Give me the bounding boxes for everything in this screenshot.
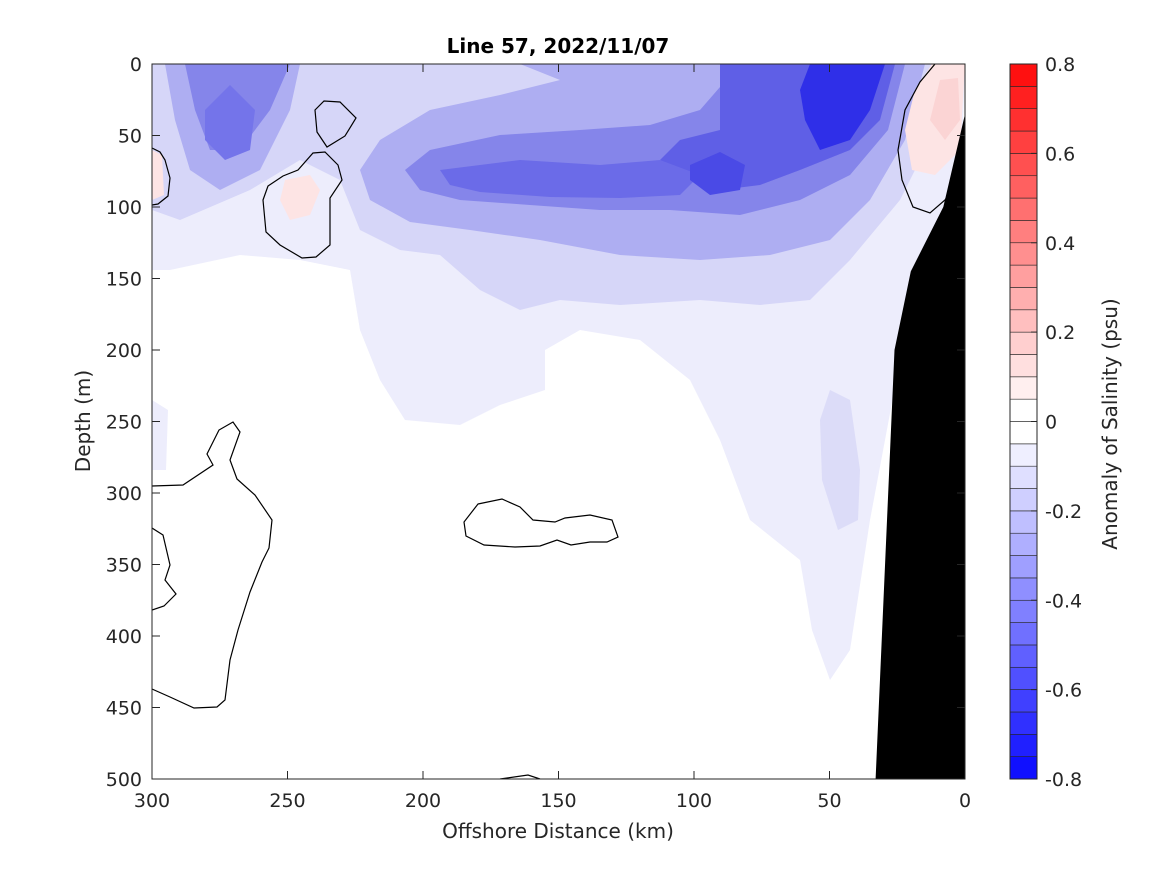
- colorbar-band: [1009, 354, 1038, 378]
- y-tick-label: 100: [106, 197, 142, 219]
- contour-band-weak-fresh-edge: [152, 400, 168, 470]
- zero-contour-line: [499, 774, 541, 779]
- y-axis-label: Depth (m): [71, 370, 95, 472]
- y-tick-label: 150: [106, 269, 142, 291]
- colorbar-tick-label: -0.2: [1045, 501, 1082, 523]
- colorbar-band: [1009, 309, 1038, 333]
- y-tick-label: 500: [106, 769, 142, 791]
- colorbar-band: [1009, 510, 1038, 534]
- contour-band-core-subsurface: [440, 160, 700, 198]
- y-tick-label: 0: [130, 54, 142, 76]
- zero-contour-line: [897, 64, 953, 214]
- colorbar-band: [1009, 599, 1038, 623]
- colorbar-band: [1009, 130, 1038, 154]
- colorbar-tick-label: -0.6: [1045, 680, 1082, 702]
- y-tick-label: 350: [106, 555, 142, 577]
- y-tick-label: 50: [118, 126, 142, 148]
- colorbar-band: [1009, 398, 1038, 422]
- zero-contour-line: [152, 147, 171, 206]
- x-tick-label: 150: [540, 790, 576, 812]
- colorbar-band: [1009, 63, 1038, 87]
- x-tick-label: 300: [134, 790, 170, 812]
- colorbar-band: [1009, 175, 1038, 199]
- x-axis-tick-labels: 300 250 200 150 100 50 0: [134, 790, 971, 812]
- colorbar-tick-labels: 0.8 0.6 0.4 0.2 0 -0.2 -0.4 -0.6 -0.8: [1031, 54, 1082, 791]
- zero-contour-line: [262, 151, 343, 259]
- colorbar-band: [1009, 488, 1038, 512]
- colorbar-band: [1009, 421, 1038, 445]
- colorbar-band: [1009, 689, 1038, 713]
- chart-title: Line 57, 2022/11/07: [447, 34, 670, 58]
- colorbar-band: [1009, 577, 1038, 601]
- colorbar-band: [1009, 376, 1038, 400]
- colorbar-band: [1009, 532, 1038, 556]
- colorbar-band: [1009, 734, 1038, 757]
- bathymetry-seafloor: [875, 114, 965, 779]
- x-tick-label: 50: [817, 790, 841, 812]
- colorbar-band: [1009, 465, 1038, 489]
- colorbar-label: Anomaly of Salinity (psu): [1098, 298, 1122, 549]
- contour-band-offshore-core: [205, 85, 255, 160]
- contour-band-max-fresh: [800, 64, 885, 150]
- colorbar-tick-label: 0.2: [1045, 322, 1075, 344]
- colorbar-band: [1009, 443, 1038, 467]
- y-axis-tick-labels: 0 50 100 150 200 250 300 350 400 450 500: [106, 54, 142, 791]
- zero-contour-line: [152, 527, 177, 611]
- colorbar-band: [1009, 756, 1038, 780]
- colorbar-tick-label: -0.4: [1045, 590, 1082, 612]
- contour-plot-area: [152, 64, 965, 779]
- contour-band-salty-edge: [152, 150, 164, 200]
- colorbar-band: [1009, 242, 1038, 266]
- colorbar-band: [1009, 711, 1038, 735]
- zero-contour-line: [463, 498, 619, 548]
- colorbar-band: [1009, 644, 1038, 668]
- colorbar-band: [1009, 220, 1038, 244]
- colorbar-band: [1009, 153, 1038, 177]
- y-tick-label: 400: [106, 626, 142, 648]
- y-tick-label: 250: [106, 412, 142, 434]
- x-tick-label: 200: [405, 790, 441, 812]
- x-tick-label: 0: [959, 790, 971, 812]
- colorbar-band: [1009, 555, 1038, 579]
- x-tick-label: 250: [269, 790, 305, 812]
- colorbar-band: [1009, 108, 1038, 132]
- y-tick-label: 200: [106, 340, 142, 362]
- contour-band-max-fresh-subsurface: [690, 152, 745, 195]
- zero-contours: [152, 64, 953, 779]
- x-tick-label: 100: [676, 790, 712, 812]
- y-tick-label: 450: [106, 698, 142, 720]
- contour-band-salty-nearshore-core: [930, 78, 960, 140]
- colorbar-band: [1009, 86, 1038, 109]
- colorbar-band: [1009, 287, 1038, 311]
- colorbar-tick-label: 0.6: [1045, 143, 1075, 165]
- colorbar-band: [1009, 622, 1038, 646]
- colorbar-band: [1009, 331, 1038, 355]
- colorbar-band: [1009, 666, 1038, 690]
- zero-contour-line: [314, 100, 357, 148]
- x-axis-label: Offshore Distance (km): [442, 819, 674, 843]
- zero-contour-line: [152, 421, 273, 709]
- axis-ticks: [151, 63, 966, 780]
- contour-band-slope-lens: [820, 390, 860, 530]
- colorbar-tick-label: 0.4: [1045, 233, 1075, 255]
- colorbar-tick-label: 0.8: [1045, 54, 1075, 76]
- colorbar-band: [1009, 197, 1038, 221]
- colorbar-tick-label: -0.8: [1045, 769, 1082, 791]
- y-tick-label: 300: [106, 483, 142, 505]
- colorbar-tick-label: 0: [1045, 412, 1057, 434]
- contour-band-salty-offshore: [280, 175, 320, 220]
- colorbar-band: [1009, 264, 1038, 288]
